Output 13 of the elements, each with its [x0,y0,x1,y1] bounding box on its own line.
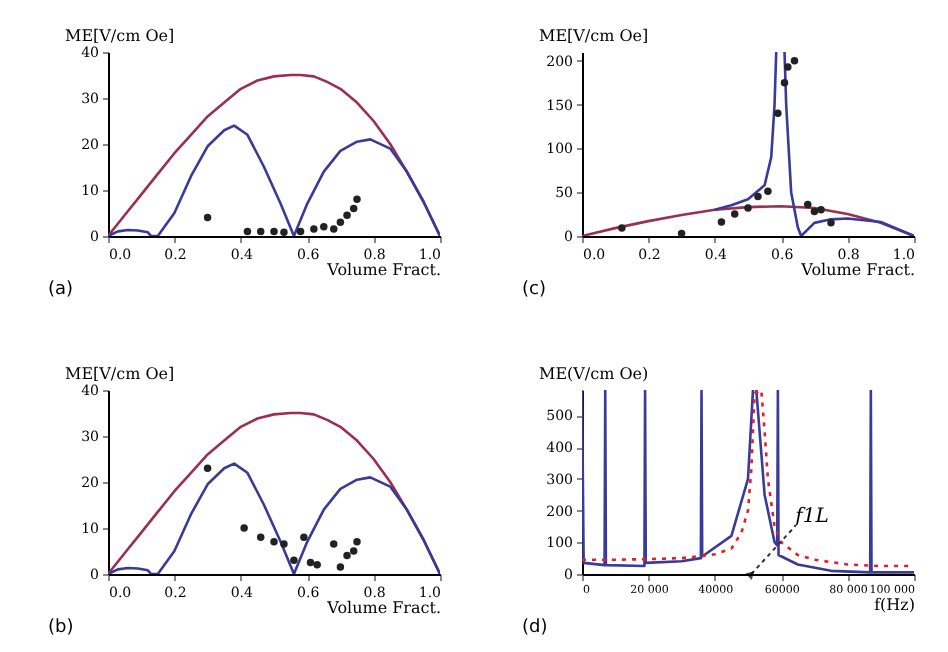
text: (d) [522,618,548,638]
x-axis-title: f(Hz) [874,596,915,614]
text: (c) [522,280,546,300]
text: (b) [48,618,74,638]
y-axis-title: ME[V/cm Oe] [65,27,175,45]
y-axis-title: ME[V/cm Oe] [65,365,175,383]
annotation: f1L [793,506,830,528]
y-axis-title: ME(V/cm Oe) [539,365,649,383]
x-axis-title: Volume Fract. [325,599,441,617]
text: (a) [48,280,74,300]
y-axis-title: ME[V/cm Oe] [539,27,649,45]
x-axis-title: Volume Fract. [799,261,915,279]
x-axis-title: Volume Fract. [325,261,441,279]
